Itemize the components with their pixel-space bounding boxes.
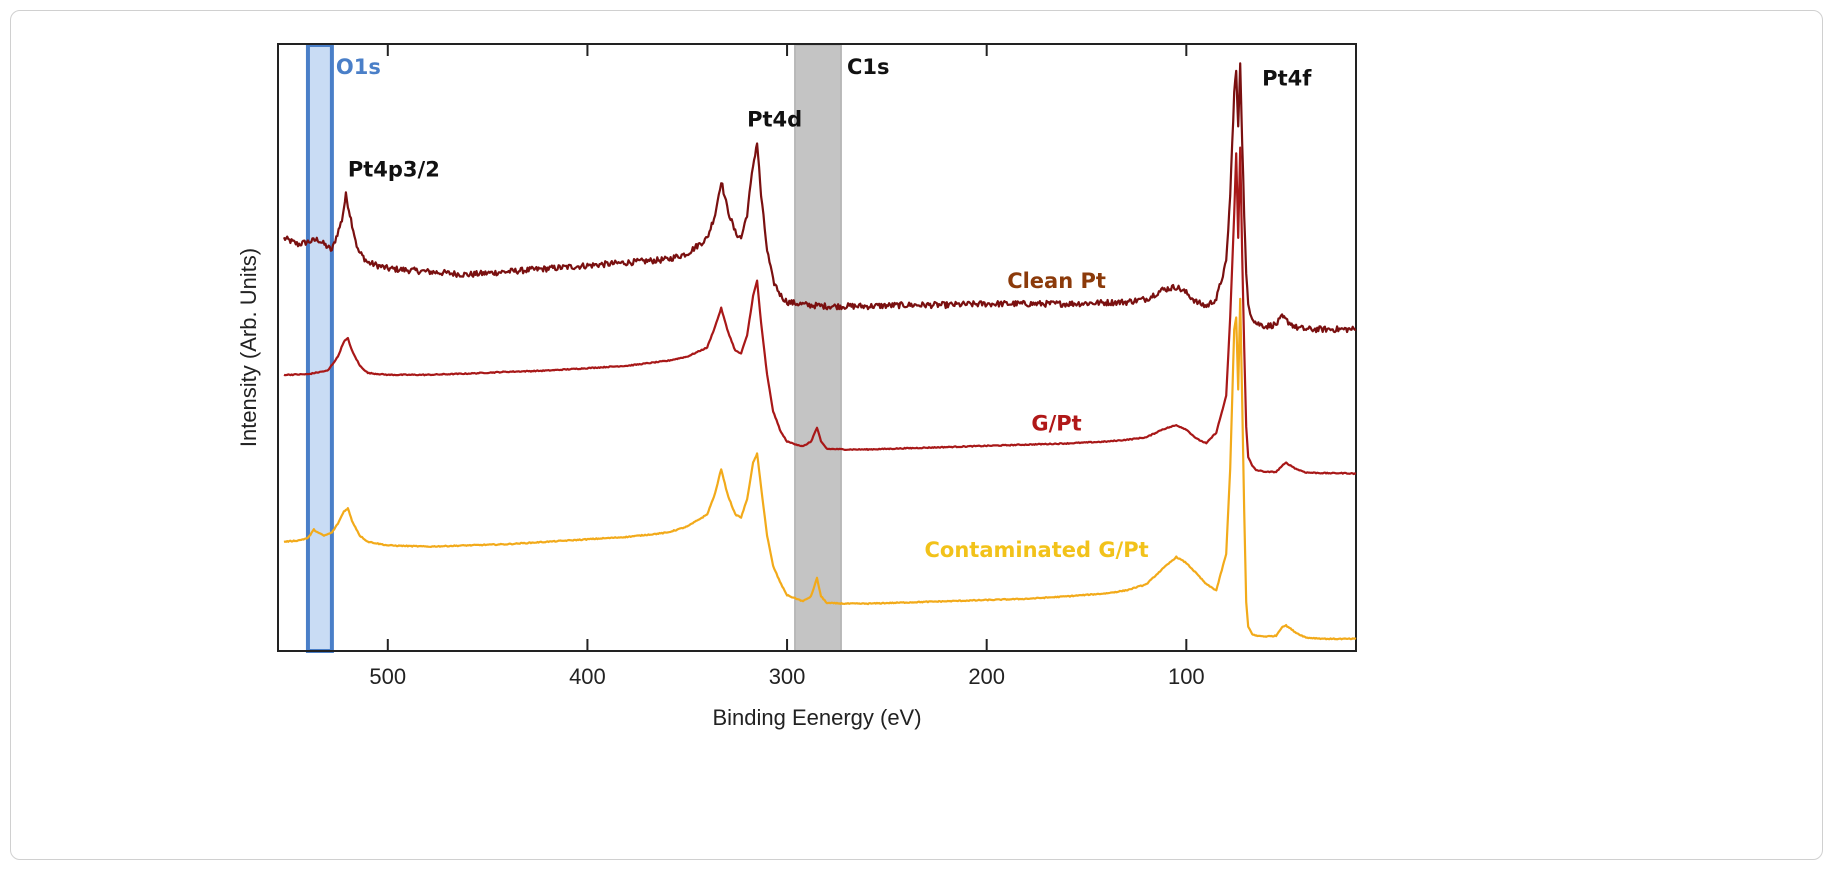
x-tick-label: 300	[769, 664, 806, 689]
x-tick-label: 400	[569, 664, 606, 689]
x-tick-label: 200	[968, 664, 1005, 689]
series-line-contaminated-g-pt	[283, 297, 1357, 641]
series-lines	[282, 62, 1357, 641]
y-axis-title: Intensity (Arb. Units)	[236, 248, 261, 447]
x-tick-label: 500	[369, 664, 406, 689]
highlight-bands	[305, 43, 842, 653]
peak-label-pt4d: Pt4d	[747, 108, 802, 132]
figure-frame	[10, 10, 1823, 860]
band-o1s	[305, 43, 334, 653]
series-label-contaminated-g-pt: Contaminated G/Pt	[925, 538, 1149, 562]
band-label-c1s: C1s	[847, 55, 890, 79]
series-label-clean-pt: Clean Pt	[1007, 269, 1106, 293]
band-label-o1s: O1s	[336, 55, 381, 79]
peak-label-pt4f: Pt4f	[1262, 66, 1312, 90]
plot-frame	[277, 43, 1357, 652]
series-line-clean-pt	[282, 62, 1357, 334]
x-tick-label: 100	[1168, 664, 1205, 689]
peak-label-pt4p3-2: Pt4p3/2	[348, 157, 440, 181]
band-c1s	[794, 44, 842, 652]
x-ticks: 500 400 300 200 100	[369, 44, 1205, 689]
text-labels: O1s C1s Pt4p3/2 Pt4d Pt4f Clean Pt G/Pt Contami…	[336, 55, 1312, 562]
x-axis-title: Binding Eenergy (eV)	[712, 705, 921, 730]
series-label-g-pt: G/Pt	[1031, 412, 1081, 436]
plot-border	[277, 43, 1357, 652]
series-line-g-pt	[283, 146, 1357, 476]
